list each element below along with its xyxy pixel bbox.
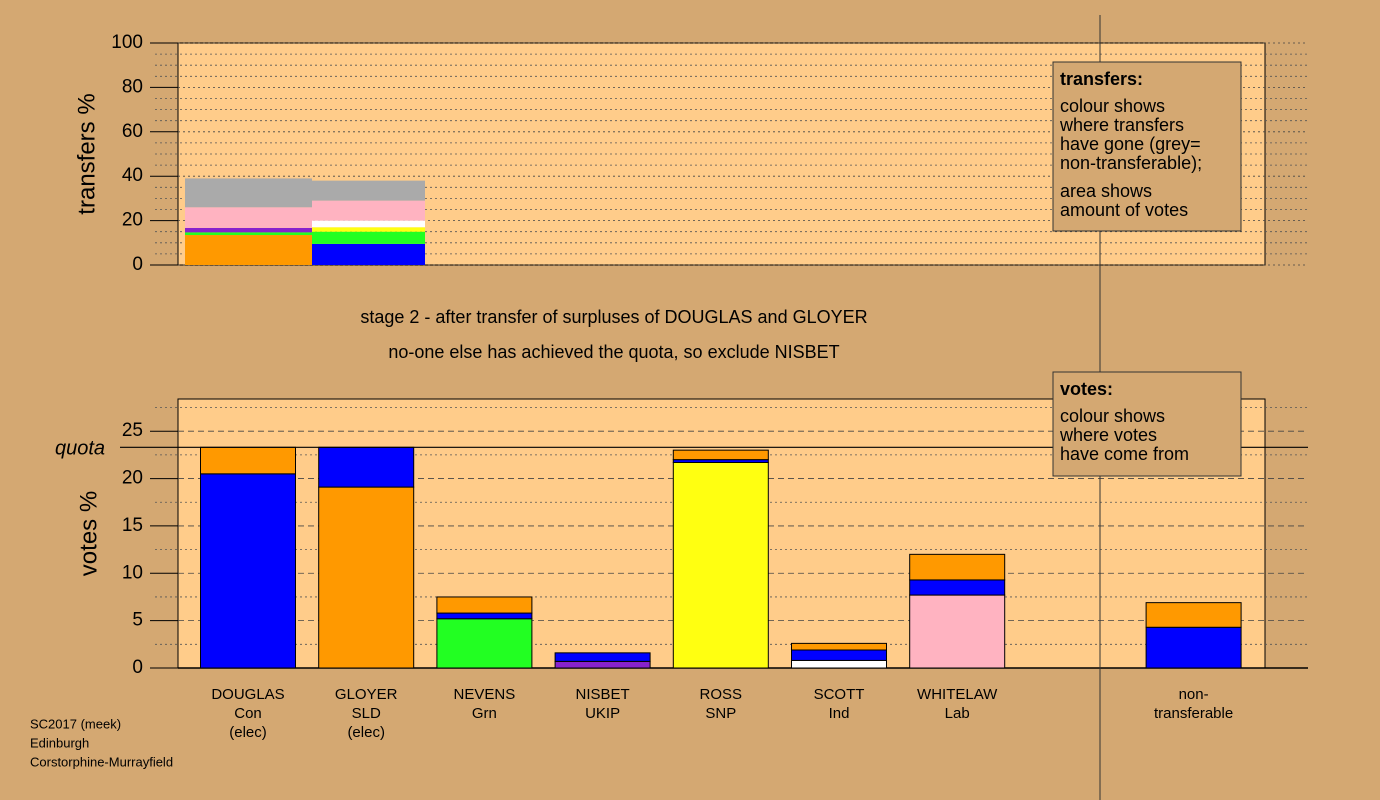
legend-box xyxy=(1052,61,1242,232)
footer-line: SC2017 (meek) xyxy=(30,716,121,731)
y-tick-label: 100 xyxy=(111,32,143,53)
x-tick-label: UKIP xyxy=(585,705,620,722)
y-tick-label: 25 xyxy=(122,420,143,441)
y-tick-label: 15 xyxy=(122,515,143,536)
x-tick-label: Con xyxy=(234,705,262,722)
y-tick-label: 0 xyxy=(132,657,143,678)
legend-line: have come from xyxy=(1060,444,1189,464)
transfer-segment xyxy=(312,243,425,265)
x-tick-label: transferable xyxy=(1154,705,1233,722)
vote-segment xyxy=(200,473,296,669)
y-tick-label: 80 xyxy=(122,76,143,97)
x-tick-label: NISBET xyxy=(576,686,630,703)
transfer-segment xyxy=(312,231,425,244)
y-tick-label: 0 xyxy=(132,254,143,275)
legend-title: votes: xyxy=(1060,379,1113,399)
vote-segment xyxy=(791,649,887,661)
y-tick-label: 10 xyxy=(122,562,143,583)
vote-segment xyxy=(909,579,1006,596)
x-tick-label: SLD xyxy=(352,705,381,722)
legend-line: colour shows xyxy=(1060,96,1165,116)
x-tick-label: ROSS xyxy=(700,686,743,703)
y-axis-label: votes % xyxy=(75,491,102,576)
vote-segment xyxy=(909,594,1006,669)
y-axis-label: transfers % xyxy=(73,93,100,214)
vote-segment xyxy=(318,486,415,669)
x-tick-label: Lab xyxy=(945,705,970,722)
transfer-segment xyxy=(312,200,425,221)
vote-segment xyxy=(672,461,769,669)
stage-note: stage 2 - after transfer of surpluses of… xyxy=(360,307,867,327)
x-tick-label: NEVENS xyxy=(454,686,516,703)
y-tick-label: 5 xyxy=(132,610,143,631)
x-tick-label: non- xyxy=(1179,686,1209,703)
x-tick-label: SCOTT xyxy=(814,686,865,703)
vote-segment xyxy=(791,642,887,651)
vote-segment xyxy=(672,449,769,461)
legend-line: area shows xyxy=(1060,181,1152,201)
transfer-segment xyxy=(185,232,312,236)
vote-segment xyxy=(554,652,651,662)
vote-segment xyxy=(1145,626,1242,669)
x-tick-label: SNP xyxy=(705,705,736,722)
transfer-segment xyxy=(185,207,312,228)
vote-segment xyxy=(791,659,887,669)
x-tick-label: GLOYER xyxy=(335,686,398,703)
vote-segment xyxy=(436,618,533,669)
x-tick-label: Ind xyxy=(829,705,850,722)
x-tick-label: (elec) xyxy=(347,724,385,741)
y-tick-label: 60 xyxy=(122,121,143,142)
footer-line: Corstorphine-Murrayfield xyxy=(30,754,173,769)
legend-line: amount of votes xyxy=(1060,200,1188,220)
transfer-segment xyxy=(312,220,425,228)
transfer-segment xyxy=(312,180,425,201)
vote-segment xyxy=(909,553,1006,581)
transfer-segment xyxy=(185,178,312,208)
y-tick-label: 40 xyxy=(122,165,143,186)
x-tick-label: Grn xyxy=(472,705,497,722)
vote-segment xyxy=(318,446,415,488)
legend-box xyxy=(1052,371,1242,477)
stage-note: no-one else has achieved the quota, so e… xyxy=(388,342,839,362)
y-tick-label: 20 xyxy=(122,210,143,231)
x-tick-label: WHITELAW xyxy=(917,686,998,703)
quota-label: quota xyxy=(55,438,105,460)
legend-line: where transfers xyxy=(1059,115,1184,135)
transfer-segment xyxy=(312,227,425,232)
vote-segment xyxy=(1145,602,1242,628)
vote-segment xyxy=(436,596,533,614)
y-tick-label: 20 xyxy=(122,468,143,489)
transfer-segment xyxy=(185,227,312,233)
vote-segment xyxy=(554,660,651,669)
legend-line: have gone (grey= xyxy=(1060,134,1201,154)
legend-line: colour shows xyxy=(1060,406,1165,426)
legend-line: where votes xyxy=(1059,425,1157,445)
vote-segment xyxy=(200,446,296,475)
x-tick-label: DOUGLAS xyxy=(211,686,284,703)
legend-title: transfers: xyxy=(1060,69,1143,89)
footer-line: Edinburgh xyxy=(30,735,89,750)
legend-line: non-transferable); xyxy=(1060,153,1202,173)
transfer-segment xyxy=(185,235,312,265)
vote-segment xyxy=(436,612,533,620)
x-tick-label: (elec) xyxy=(229,724,267,741)
